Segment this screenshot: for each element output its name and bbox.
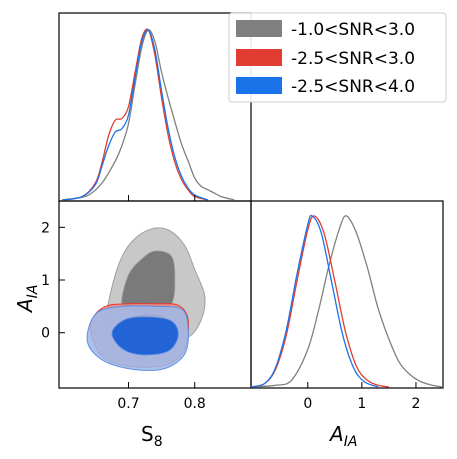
legend-label-2: -2.5<SNR<4.0: [291, 77, 415, 97]
aia-x-tick-label-2: 2: [411, 396, 420, 412]
aia-x-tick-label-1: 1: [357, 396, 366, 412]
legend-swatch-1: [236, 49, 282, 66]
s8-marginal-line-1: [62, 28, 209, 201]
y-axis-label-aia: AIA: [13, 285, 41, 314]
axis-ticks: 0.7 0.8 0 0 1 1 2 2: [41, 195, 420, 412]
legend-label-0: -1.0<SNR<3.0: [291, 20, 415, 40]
joint-contours: [86, 227, 206, 371]
aia-marginal-line-2: [250, 214, 379, 388]
x-axis-label-s8: S8: [141, 422, 163, 450]
legend: -1.0<SNR<3.0 -2.5<SNR<3.0 -2.5<SNR<4.0: [228, 12, 447, 103]
aia-marginal-line-0: [250, 215, 444, 388]
aia-marginal-line-1: [250, 215, 390, 388]
legend-swatch-2: [236, 77, 282, 94]
aia-y-tick-label-0: 0: [41, 326, 50, 342]
x-axis-label-aia: AIA: [328, 422, 357, 450]
s8-marginal-curves: [62, 28, 235, 201]
aia-y-tick-label-2: 2: [41, 220, 50, 236]
s8-marginal-line-2: [62, 29, 209, 201]
s8-tick-label-1: 0.8: [184, 396, 206, 412]
legend-label-1: -2.5<SNR<3.0: [291, 49, 415, 69]
legend-swatch-0: [236, 20, 282, 37]
aia-y-tick-label-1: 1: [41, 273, 50, 289]
s8-marginal-line-0: [62, 29, 235, 201]
contour-inner-2: [111, 316, 179, 356]
legend-box: [228, 12, 447, 103]
aia-x-tick-label-0: 0: [303, 396, 312, 412]
s8-tick-label-0: 0.7: [117, 396, 139, 412]
aia-marginal-panel: [250, 200, 444, 389]
aia-marginal-curves: [250, 214, 444, 388]
